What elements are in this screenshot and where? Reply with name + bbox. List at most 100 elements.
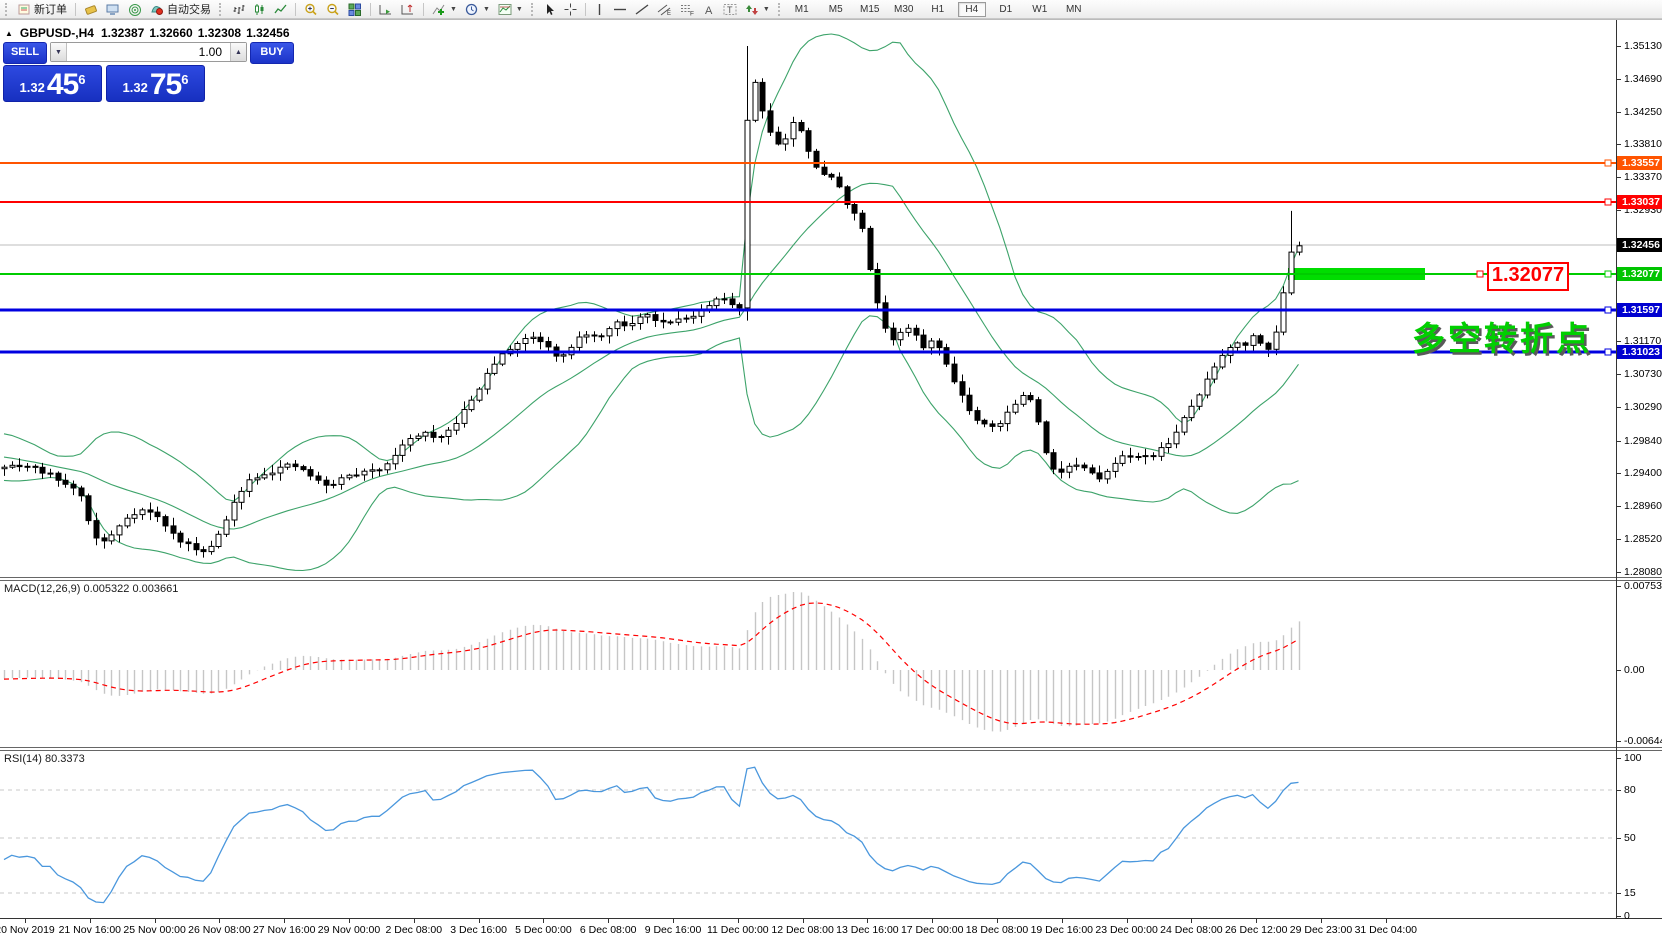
toolbar-grip [5,2,10,16]
timeframe-button-m15[interactable]: M15 [860,3,880,15]
chevron-down-icon: ▼ [762,5,770,13]
candlestick-chart-button[interactable] [250,1,269,18]
sell-button[interactable]: SELL [3,42,47,64]
rsi-tick: 0 [1617,910,1661,923]
zoom-in-button[interactable] [301,1,321,18]
buy-button[interactable]: BUY [250,42,294,64]
price-tick: 1.33810 [1617,138,1662,151]
new-order-button[interactable]: 新订单 [15,1,70,18]
horizontal-line-button[interactable] [610,1,630,18]
buy-price-sup: 6 [181,72,189,87]
price-tick: 1.29840 [1617,435,1662,448]
time-tick-label: 18 Dec 08:00 [965,924,1029,936]
toolbar-grip [530,2,536,16]
separator [584,2,586,16]
chart-canvas[interactable] [0,19,1662,944]
level-handle[interactable] [1604,198,1612,206]
line-chart-button[interactable] [271,1,290,18]
time-tick-marks [25,918,1387,923]
macd-tick: 0.007538 [1617,580,1662,593]
timeframe-button-h4[interactable]: H4 [957,1,986,17]
timeframe-button-h1[interactable]: H1 [931,3,945,15]
arrows-button[interactable]: ▼ [742,1,773,18]
price-tick: 1.28520 [1617,533,1662,546]
price-tick: 1.30730 [1617,368,1662,381]
separator [75,2,76,16]
chart-shift-button[interactable] [398,1,418,18]
candlesticks [1,81,1303,553]
svg-text:F: F [690,10,694,16]
cursor-button[interactable] [541,1,559,18]
timeframe-button-d1[interactable]: D1 [999,3,1013,15]
price-tick: 1.33370 [1617,171,1662,184]
autotrade-button[interactable]: 自动交易 [147,1,214,18]
time-tick-label: 13 Dec 16:00 [836,924,899,936]
new-order-label: 新订单 [34,4,67,16]
fibonacci-button[interactable]: F [677,1,698,18]
volume-input[interactable] [67,43,230,61]
timeframe-button-m30[interactable]: M30 [894,3,914,15]
buy-price-display[interactable]: 1.32 75 6 [106,65,205,102]
turning-point-annotation[interactable]: 多空转折点 [1412,320,1592,357]
auto-scroll-icon [379,4,391,14]
sell-price-display[interactable]: 1.32 45 6 [3,65,102,102]
price-badge-1.32456: 1.32456 [1617,238,1662,252]
time-tick-label: 2 Dec 08:00 [385,924,443,936]
time-tick-label: 29 Dec 23:00 [1289,924,1353,936]
time-tick-label: 24 Dec 08:00 [1160,924,1223,936]
tile-windows-button[interactable] [345,1,365,18]
macd-tick: 0.00 [1617,664,1661,677]
chart-title: ▲ GBPUSD-,H4 1.32387 1.32660 1.32308 1.3… [5,26,290,40]
volume-increase-button[interactable]: ▲ [230,43,246,61]
panel-separator-rsi[interactable] [0,747,1662,751]
horizontal-line-icon [613,8,626,10]
level-handle[interactable] [1604,159,1612,167]
timeframe-button-w1[interactable]: W1 [1032,3,1048,15]
macd-histogram [3,592,1301,732]
arrows-icon [745,4,758,15]
price-tick: 1.34250 [1617,106,1662,119]
rsi-tick: 50 [1617,832,1661,845]
price-tag-anchor[interactable] [1476,270,1484,278]
market-watch-button[interactable] [81,1,101,18]
panel-separator-macd[interactable] [0,577,1662,581]
text-label-button[interactable]: T [720,1,740,18]
time-tick-label: 29 Nov 00:00 [317,924,381,936]
zoom-out-button[interactable] [323,1,343,18]
price-tick: 1.34690 [1617,73,1662,86]
vertical-line-button[interactable] [591,1,608,18]
templates-button[interactable]: ▼ [495,1,526,18]
level-handle[interactable] [1604,306,1612,314]
price-badge-1.31023: 1.31023 [1617,345,1662,359]
volume-decrease-button[interactable]: ▼ [51,43,67,61]
macd-value: 0.005322 [83,583,130,595]
autotrade-icon [151,5,163,15]
price-tag-1-32077[interactable]: 1.32077 [1487,262,1569,291]
equidistant-channel-button[interactable]: E [654,1,675,18]
indicators-button[interactable]: ▼ [429,1,460,18]
time-tick-label: 26 Dec 12:00 [1224,924,1288,936]
timeframe-button-m5[interactable]: M5 [828,3,843,15]
time-tick-label: 17 Dec 00:00 [900,924,964,936]
rsi-label: RSI(14) 80.3373 [4,753,85,765]
terminal-button[interactable] [103,1,123,18]
separator [423,2,424,16]
new-order-icon [18,4,30,14]
time-tick-label: 19 Dec 16:00 [1030,924,1094,936]
price-badge-1.31597: 1.31597 [1617,303,1662,317]
collapse-triangle-icon[interactable]: ▲ [5,28,13,38]
strategy-tester-button[interactable] [125,1,145,18]
svg-text:A: A [705,5,713,16]
high-value: 1.32660 [149,26,193,40]
trendline-button[interactable] [632,1,652,18]
periods-button[interactable]: ▼ [462,1,493,18]
timeframe-button-m1[interactable]: M1 [794,3,809,15]
bar-chart-button[interactable] [229,1,248,18]
timeframe-button-mn[interactable]: MN [1065,3,1082,15]
level-handle[interactable] [1604,348,1612,356]
templates-icon [498,3,512,15]
crosshair-button[interactable] [561,1,580,18]
level-handle[interactable] [1604,270,1612,278]
auto-scroll-button[interactable] [376,1,396,18]
text-button[interactable]: A [700,1,718,18]
